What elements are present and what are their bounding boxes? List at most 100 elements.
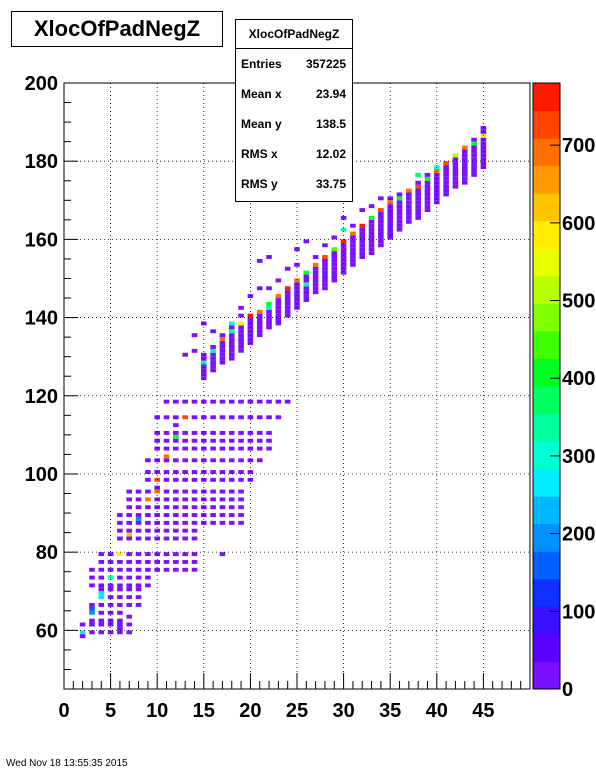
- heatmap-cell: [247, 458, 254, 463]
- heatmap-cell: [322, 255, 328, 259]
- color-bar-segment: [533, 578, 560, 607]
- heatmap-cell: [228, 344, 235, 349]
- heatmap-cell: [89, 602, 95, 607]
- heatmap-cell: [443, 184, 449, 189]
- heatmap-cell: [163, 470, 170, 474]
- x-tick-label: 5: [105, 700, 116, 722]
- heatmap-cell: [126, 552, 133, 557]
- heatmap-cell: [256, 317, 263, 322]
- heatmap-cell: [117, 528, 123, 533]
- heatmap-cell: [284, 294, 291, 299]
- heatmap-cell: [163, 438, 170, 443]
- heatmap-cell: [396, 200, 403, 205]
- heatmap-cell: [238, 305, 244, 310]
- heatmap-cell: [145, 567, 151, 572]
- heatmap-cell: [201, 446, 207, 451]
- heatmap-cell: [191, 415, 198, 420]
- heatmap-cell: [145, 505, 151, 510]
- heatmap-cell: [107, 583, 114, 588]
- heatmap-cell: [145, 470, 151, 474]
- heatmap-cell: [331, 235, 338, 240]
- heatmap-cell: [434, 169, 440, 173]
- heatmap-cell: [107, 575, 114, 580]
- heatmap-cell: [219, 430, 226, 435]
- heatmap-cell: [461, 180, 468, 185]
- heatmap-cell: [173, 470, 179, 474]
- color-bar-segment: [533, 413, 560, 442]
- heatmap-cell: [126, 575, 133, 580]
- heatmap-cell: [238, 470, 244, 474]
- heatmap-cell: [98, 602, 105, 607]
- heatmap-cell: [135, 536, 142, 541]
- heatmap-cell: [443, 176, 449, 181]
- heatmap-cell: [378, 196, 384, 201]
- y-tick-label: 160: [25, 229, 58, 251]
- heatmap-cell: [154, 438, 160, 443]
- stats-row-rms-x: RMS x 12.02: [236, 139, 352, 169]
- color-bar-frame: [532, 82, 561, 690]
- heatmap-cell: [461, 153, 468, 158]
- heatmap-cell: [238, 458, 244, 463]
- heatmap-cell: [154, 458, 160, 463]
- heatmap-cell: [368, 219, 375, 224]
- heatmap-cell: [107, 602, 114, 607]
- heatmap-cell: [219, 470, 226, 474]
- color-bar-segment: [533, 386, 560, 415]
- heatmap-cell: [145, 559, 151, 564]
- heatmap-cell: [247, 446, 254, 451]
- heatmap-cell: [117, 587, 123, 592]
- heatmap-cell: [154, 552, 160, 557]
- heatmap-cell: [238, 341, 244, 345]
- heatmap-cell: [117, 630, 123, 635]
- heatmap-cell: [331, 274, 338, 279]
- heatmap-cell: [126, 567, 133, 572]
- heatmap-cell: [452, 180, 459, 185]
- heatmap-cell: [201, 438, 207, 443]
- heatmap-cell: [107, 610, 114, 615]
- heatmap-cell: [443, 169, 449, 173]
- heatmap-cell: [117, 513, 123, 517]
- heatmap-cell: [406, 219, 412, 224]
- heatmap-cell: [443, 165, 449, 170]
- heatmap-cell: [387, 212, 393, 216]
- heatmap-cell: [163, 415, 170, 420]
- heatmap-cell: [387, 196, 393, 201]
- color-bar-segment: [533, 661, 560, 690]
- x-tick-label: 35: [379, 700, 401, 722]
- heatmap-cell: [228, 489, 235, 494]
- heatmap-cell: [378, 231, 384, 236]
- heatmap-cell: [424, 196, 431, 201]
- heatmap-cell: [89, 606, 95, 611]
- x-tick-label: 0: [58, 700, 69, 722]
- x-tick-label: 45: [472, 700, 494, 722]
- heatmap-cell: [89, 630, 95, 635]
- heatmap-cell: [191, 438, 198, 443]
- heatmap-cell: [182, 528, 188, 533]
- stats-label: Mean x: [241, 87, 282, 101]
- heatmap-cell: [396, 215, 403, 220]
- heatmap-cell: [378, 219, 384, 224]
- heatmap-cell: [284, 266, 291, 271]
- heatmap-cell: [256, 399, 263, 404]
- heatmap-cell: [424, 208, 431, 213]
- heatmap-cell: [173, 567, 179, 572]
- stats-row-mean-x: Mean x 23.94: [236, 79, 352, 109]
- heatmap-cell: [135, 552, 142, 557]
- heatmap-cell: [415, 200, 421, 205]
- heatmap-cell: [378, 208, 384, 213]
- heatmap-cell: [359, 239, 366, 244]
- heatmap-cell: [359, 243, 366, 248]
- heatmap-cell: [359, 223, 366, 228]
- heatmap-cell: [145, 477, 151, 482]
- heatmap-cell: [145, 575, 151, 580]
- heatmap-cell: [210, 329, 216, 334]
- heatmap-cell: [228, 337, 235, 342]
- heatmap-cell: [266, 325, 272, 330]
- heatmap-cell: [191, 470, 198, 474]
- heatmap-cell: [275, 309, 282, 314]
- heatmap-cell: [266, 415, 272, 420]
- color-bar-segment: [533, 441, 560, 470]
- heatmap-cell: [322, 266, 328, 271]
- heatmap-cell: [368, 239, 375, 244]
- stats-value: 357225: [305, 57, 346, 71]
